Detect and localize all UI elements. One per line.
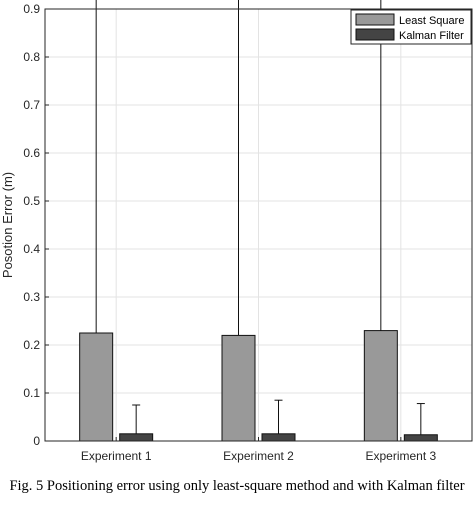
legend-label: Least Square xyxy=(399,15,464,27)
y-tick-label: 0.6 xyxy=(23,146,40,160)
bars xyxy=(79,330,438,442)
x-tick-label: Experiment 3 xyxy=(365,449,436,463)
y-tick-label: 0 xyxy=(33,434,40,448)
y-tick-label: 0.9 xyxy=(23,2,40,16)
y-axis-ticks: 0 0.1 0.2 0.3 0.4 0.5 0.6 0.7 0.8 0.9 xyxy=(23,2,49,448)
figure-caption: Fig. 5 Positioning error using only leas… xyxy=(9,478,465,494)
x-tick-label: Experiment 2 xyxy=(223,449,294,463)
legend-label: Kalman Filter xyxy=(399,30,464,42)
x-axis-ticks: Experiment 1 Experiment 2 Experiment 3 xyxy=(81,437,437,463)
y-tick-label: 0.7 xyxy=(23,98,40,112)
bar xyxy=(221,334,256,442)
y-tick-label: 0.1 xyxy=(23,386,40,400)
y-tick-label: 0.3 xyxy=(23,290,40,304)
y-axis-label: Posotion Error (m) xyxy=(0,172,15,278)
bar xyxy=(79,332,114,442)
legend-swatch xyxy=(355,28,395,41)
bar xyxy=(261,433,296,442)
bar-chart: 0 0.1 0.2 0.3 0.4 0.5 0.6 0.7 0.8 0.9 Experiment … xyxy=(0,0,473,463)
error-bars xyxy=(95,0,425,435)
bar xyxy=(363,330,398,442)
legend-swatch xyxy=(355,13,395,26)
bar xyxy=(119,433,154,442)
y-tick-label: 0.2 xyxy=(23,338,40,352)
legend: Least Square Kalman Filter xyxy=(350,9,472,45)
y-tick-label: 0.8 xyxy=(23,50,40,64)
x-tick-label: Experiment 1 xyxy=(81,449,152,463)
y-tick-label: 0.5 xyxy=(23,194,40,208)
y-tick-label: 0.4 xyxy=(23,242,40,256)
bar xyxy=(403,434,438,442)
